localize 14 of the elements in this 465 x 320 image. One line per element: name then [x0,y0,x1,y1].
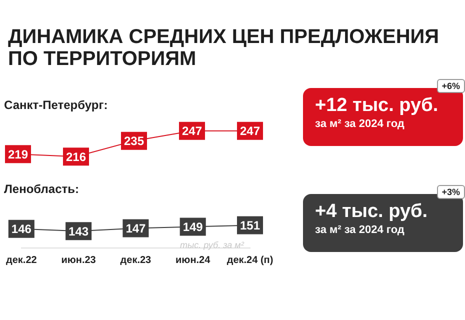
text: +6% [436,79,465,93]
text: Ленобласть: [4,182,80,196]
x-tick-label: дек.22 [6,254,38,266]
x-tick-label: дек.23 [120,254,152,266]
text: за м² за 2024 год [315,224,406,236]
text: за м² за 2024 год [315,118,406,130]
text: +12 тыс. руб. [315,94,440,118]
series-label: Санкт-Петербург: [4,98,108,112]
text: +3% [436,185,465,199]
text: +4 тыс. руб. [315,200,429,224]
x-tick-label: дек.24 (п) [226,254,274,266]
chart-title: ДИНАМИКА СРЕДНИХ ЦЕН ПРЕДЛОЖЕНИЯ ПО ТЕРРИТОРИЯМ [8,26,440,70]
x-tick-label: июн.24 [176,254,211,266]
x-tick-label: июн.23 [61,254,96,266]
